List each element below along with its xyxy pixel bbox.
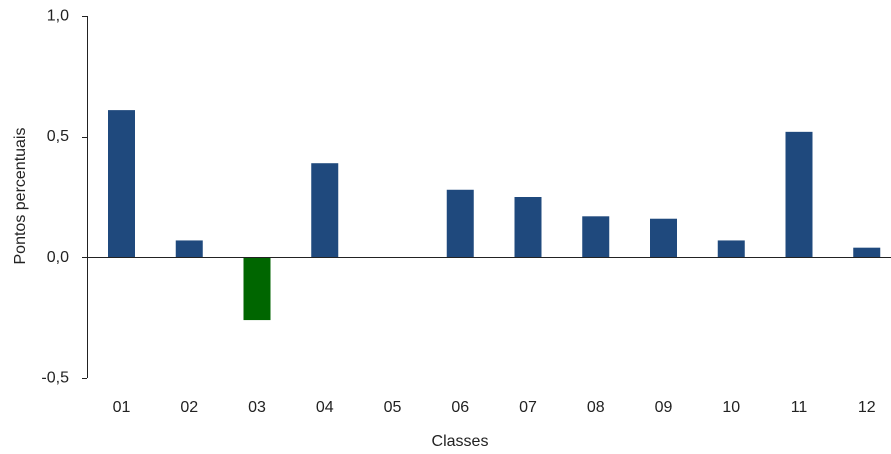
- y-tick-label: -0,5: [41, 370, 69, 387]
- x-tick-label-07: 07: [519, 399, 537, 416]
- y-tick-label: 0,0: [47, 249, 69, 266]
- plot-area: -0,5 0,0 0,5 1,0 01 02 03 04 05 06 07 08 09 10 11 12: [41, 8, 891, 416]
- bar-04: [311, 163, 339, 258]
- y-tick-label: 0,5: [47, 128, 69, 145]
- bar-09: [650, 218, 677, 258]
- x-tick-label-01: 01: [113, 399, 131, 416]
- x-tick-label-02: 02: [180, 399, 198, 416]
- x-tick-label-11: 11: [791, 399, 808, 416]
- x-tick-label-04: 04: [316, 399, 334, 416]
- bar-11: [785, 131, 813, 258]
- y-axis-title: Pontos percentuais: [12, 128, 29, 265]
- y-tick-label: 1,0: [47, 8, 69, 25]
- x-tick-label-09: 09: [655, 399, 673, 416]
- x-tick-label-08: 08: [587, 399, 605, 416]
- bar-01: [108, 110, 135, 258]
- bar-08: [582, 216, 610, 258]
- x-tick-label-12: 12: [858, 399, 876, 416]
- x-tick-label-05: 05: [384, 399, 402, 416]
- bar-07: [514, 197, 542, 258]
- bar-03: [243, 257, 271, 321]
- x-tick-label-03: 03: [248, 399, 266, 416]
- bar-10: [717, 240, 745, 258]
- bar-06: [446, 189, 474, 258]
- bar-02: [175, 240, 203, 258]
- x-tick-label-06: 06: [451, 399, 469, 416]
- x-axis-title: Classes: [432, 433, 489, 450]
- x-tick-label-10: 10: [722, 399, 740, 416]
- bar-12: [853, 247, 881, 258]
